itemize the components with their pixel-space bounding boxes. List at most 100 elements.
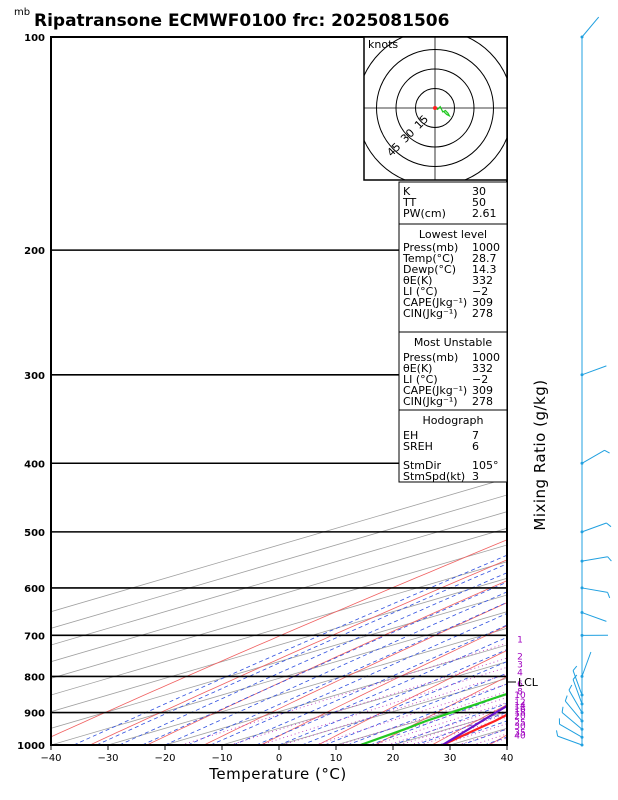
lcl-label: LCL [518, 676, 539, 689]
table-row-value: 1000 [472, 351, 500, 364]
mixing-ratio-label: 20 [514, 712, 526, 722]
table-row-label: StmDir [403, 459, 442, 472]
mixing-ratio-label: 3 [517, 661, 523, 671]
mixing-ratio-label: 18 [514, 709, 526, 719]
table-row-label: CAPE(Jkg⁻¹) [403, 384, 467, 397]
table-row-value: 2.61 [472, 207, 497, 220]
moist-adiabat [506, 744, 507, 745]
table-row-value: 50 [472, 196, 486, 209]
table-section [398, 409, 508, 483]
pressure-tick-label: 800 [24, 672, 45, 683]
mixing-ratio-label: 16 [514, 705, 526, 715]
mixing-ratio-label: 4 [517, 669, 523, 679]
isotherm-line [51, 494, 507, 629]
table-row-label: LI (°C) [403, 373, 438, 386]
table-row-value: 7 [472, 429, 479, 442]
mixing-ratio-label: 30 [514, 722, 526, 732]
moist-adiabat [142, 581, 507, 745]
isotherm-line [51, 527, 507, 663]
wind-barb-flag [572, 674, 578, 680]
wind-barb-shaft [581, 651, 592, 677]
temperature-tick-label: −20 [154, 753, 175, 764]
table-row-value: 1000 [472, 241, 500, 254]
mixing-ratio-label: 12 [514, 698, 525, 708]
table-row-value: 332 [472, 362, 493, 375]
table-row-value: −2 [472, 373, 488, 386]
isotherm-line [51, 561, 507, 696]
table-section-header: Lowest level [419, 228, 487, 241]
hodograph-units: knots [368, 38, 398, 51]
wind-barb-shaft [568, 689, 583, 713]
wind-barb-shaft [581, 16, 600, 38]
dry-adiabat [203, 602, 507, 745]
table-row-value: 30 [472, 185, 486, 198]
mixing-ratio-label: 14 [514, 702, 526, 712]
moist-adiabat [256, 636, 507, 745]
temperature-ticks: −40 −30 −20 −10 0 10 20 30 40 [40, 745, 513, 764]
isotherm-line [51, 477, 507, 613]
table-row-label: Dewp(°C) [403, 263, 456, 276]
table-row-value: 309 [472, 296, 493, 309]
wind-barbs [556, 16, 612, 747]
dry-adiabat [260, 625, 507, 745]
lcl-marker: LCL [507, 676, 539, 689]
wind-barb-flag [564, 695, 568, 702]
moist-adiabat [324, 672, 507, 745]
table-row-label: Press(mb) [403, 241, 458, 254]
wind-barb-flag [606, 522, 612, 528]
table-row-value: 332 [472, 274, 493, 287]
thermodynamic-background [51, 477, 507, 745]
wind-barb-shaft [581, 612, 607, 622]
table-row-label: EH [403, 429, 418, 442]
wind-barb-flag [556, 730, 559, 737]
mixing-ratio-label: 25 [514, 719, 525, 729]
dry-adiabat [374, 676, 507, 745]
wind-barb-shaft [559, 723, 583, 738]
moist-adiabat [73, 554, 507, 745]
table-row-label: CAPE(Jkg⁻¹) [403, 296, 467, 309]
table-section-header: Hodograph [423, 414, 484, 427]
pressure-tick-label: 1000 [17, 741, 45, 752]
wind-barb-shaft [557, 735, 583, 746]
wind-barb-shaft [572, 679, 583, 705]
moist-adiabat [164, 591, 507, 745]
pressure-tick-label: 100 [24, 33, 45, 44]
isotherm-line [506, 744, 507, 745]
pressure-tick-label: 900 [24, 709, 45, 720]
mixing-ratio-label: 10 [514, 691, 526, 701]
mixing-ratio-label: 2 [517, 653, 523, 663]
pressure-tick-label: 300 [24, 371, 45, 382]
moist-adiabat [187, 601, 507, 745]
temperature-tick-label: 10 [330, 753, 343, 764]
table-section-header: Most Unstable [414, 336, 493, 349]
table-section [398, 331, 508, 411]
table-row-value: 278 [472, 307, 493, 320]
table-row-value: 6 [472, 440, 479, 453]
mixing-ratio-label: 35 [514, 728, 525, 738]
wind-barb-shaft [581, 365, 607, 376]
temperature-tick-label: −30 [97, 753, 118, 764]
pressure-tick-label: 500 [24, 528, 45, 539]
table-row-label: Press(mb) [403, 351, 458, 364]
table-row-label: CIN(Jkg⁻¹) [403, 395, 458, 408]
wind-barb-shaft [581, 556, 608, 562]
wind-barb-flag [572, 665, 578, 671]
sounding-profiles [360, 692, 507, 745]
dry-adiabat [89, 559, 507, 745]
pressure-tick-label: 700 [24, 631, 45, 642]
isotherm-line [51, 611, 507, 745]
mixing-ratio-label: 1 [517, 636, 523, 646]
temperature-tick-label: 40 [501, 753, 514, 764]
wind-barb-flag [568, 684, 573, 691]
wind-barb-shaft [581, 587, 608, 593]
temperature-tick-label: −10 [211, 753, 232, 764]
table-row-value: 28.7 [472, 252, 497, 265]
table-row-value: 3 [472, 470, 479, 483]
table-row-label: PW(cm) [403, 207, 446, 220]
mixing-ratio-label: 40 [514, 732, 526, 742]
wind-barb-flag [561, 706, 564, 713]
table-row-value: −2 [472, 285, 488, 298]
